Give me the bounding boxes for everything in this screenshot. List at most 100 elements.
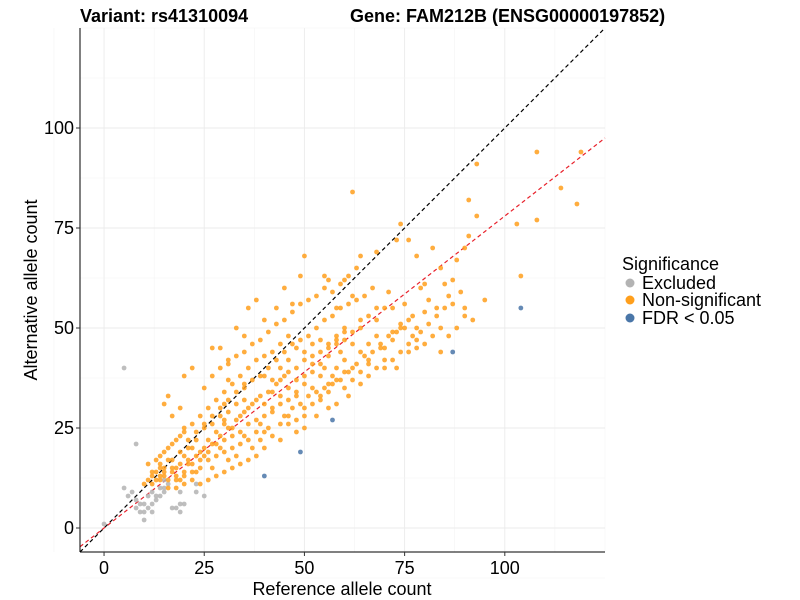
point-non-significant (306, 393, 311, 399)
point-non-significant (245, 421, 251, 427)
point-non-significant (209, 413, 215, 419)
point-non-significant (233, 401, 239, 407)
point-non-significant (269, 377, 275, 383)
point-non-significant (322, 365, 327, 371)
point-non-significant (181, 425, 187, 431)
point-non-significant (261, 413, 267, 419)
point-non-significant (302, 373, 307, 379)
point-non-significant (221, 389, 227, 395)
point-non-significant (414, 325, 420, 331)
point-non-significant (201, 421, 207, 427)
point-non-significant (302, 357, 307, 363)
point-non-significant (474, 213, 480, 219)
reference-line-2 (79, 137, 606, 548)
point-non-significant (253, 297, 259, 303)
point-non-significant (426, 297, 432, 303)
point-non-significant (378, 341, 383, 347)
point-non-significant (342, 357, 347, 363)
x-axis-title: Reference allele count (252, 579, 431, 599)
point-non-significant (334, 333, 339, 339)
point-non-significant (378, 345, 383, 351)
point-non-significant (209, 421, 215, 427)
point-non-significant (253, 397, 259, 403)
y-tick-label: 75 (54, 218, 74, 238)
point-non-significant (334, 377, 339, 383)
x-tick-label: 0 (99, 558, 109, 578)
point-non-significant (249, 341, 255, 347)
point-non-significant (430, 245, 436, 251)
point-non-significant (310, 341, 315, 347)
point-non-significant (205, 405, 211, 411)
point-non-significant (193, 453, 199, 459)
point-non-significant (458, 289, 464, 295)
point-non-significant (334, 337, 339, 343)
point-excluded (133, 441, 139, 447)
point-non-significant (290, 405, 295, 411)
legend-label-non-significant: Non-significant (642, 290, 761, 310)
chart-title-variant: Variant: rs41310094 (80, 6, 248, 26)
point-non-significant (217, 365, 223, 371)
point-non-significant (318, 397, 323, 403)
point-excluded (157, 485, 163, 491)
point-non-significant (149, 469, 155, 475)
point-non-significant (402, 325, 408, 331)
point-non-significant (414, 337, 420, 343)
point-non-significant (446, 333, 452, 339)
point-non-significant (197, 413, 203, 419)
point-non-significant (358, 317, 363, 323)
point-non-significant (534, 217, 540, 223)
point-non-significant (249, 445, 255, 451)
point-excluded (201, 493, 207, 499)
point-non-significant (330, 381, 335, 387)
point-non-significant (205, 477, 211, 483)
point-non-significant (306, 333, 311, 339)
point-non-significant (229, 381, 235, 387)
y-tick-label: 50 (54, 318, 74, 338)
point-non-significant (269, 409, 275, 415)
point-non-significant (322, 385, 327, 391)
point-non-significant (209, 441, 215, 447)
point-non-significant (145, 477, 151, 483)
point-non-significant (209, 345, 215, 351)
point-non-significant (229, 433, 235, 439)
point-non-significant (269, 389, 275, 395)
point-non-significant (189, 477, 195, 483)
point-non-significant (145, 461, 151, 467)
point-non-significant (350, 377, 355, 383)
point-non-significant (161, 401, 167, 407)
point-excluded (149, 489, 155, 495)
point-non-significant (306, 297, 311, 303)
point-non-significant (322, 273, 327, 279)
point-non-significant (245, 365, 251, 371)
point-non-significant (314, 413, 319, 419)
point-non-significant (382, 305, 387, 311)
point-non-significant (229, 465, 235, 471)
point-non-significant (366, 373, 371, 379)
point-non-significant (338, 281, 343, 287)
point-non-significant (277, 401, 283, 407)
point-non-significant (229, 425, 235, 431)
point-excluded (177, 501, 183, 507)
point-non-significant (390, 357, 395, 363)
point-non-significant (382, 357, 387, 363)
point-non-significant (326, 341, 331, 347)
point-excluded (181, 501, 187, 507)
point-non-significant (169, 441, 175, 447)
point-non-significant (394, 365, 400, 371)
point-non-significant (193, 437, 199, 443)
point-non-significant (253, 417, 259, 423)
point-non-significant (326, 345, 331, 351)
point-non-significant (290, 341, 295, 347)
point-non-significant (277, 437, 283, 443)
point-non-significant (294, 377, 299, 383)
point-non-significant (181, 469, 187, 475)
point-non-significant (221, 421, 227, 427)
point-non-significant (418, 285, 424, 291)
point-non-significant (366, 313, 371, 319)
point-non-significant (442, 305, 448, 311)
point-non-significant (358, 253, 363, 259)
point-non-significant (294, 429, 299, 435)
point-non-significant (225, 425, 231, 431)
point-non-significant (165, 477, 171, 483)
point-non-significant (414, 253, 420, 259)
